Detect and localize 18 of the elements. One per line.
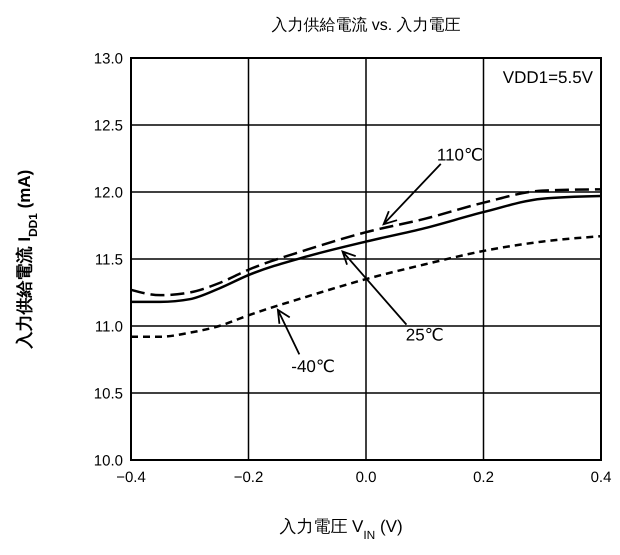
- y-tick-label: 12.5: [94, 117, 123, 134]
- y-tick-label: 11.0: [94, 318, 123, 336]
- y-tick-label: 12.0: [94, 184, 123, 202]
- x-tick-label: −0.2: [234, 469, 264, 486]
- text: 25℃: [406, 326, 444, 345]
- annotation: VDD1=5.5V: [502, 68, 594, 87]
- chart-title: 入力供給電流 vs. 入力電圧: [271, 16, 461, 34]
- x-tick-label: 0.2: [473, 469, 494, 486]
- x-tick-label: 0.0: [356, 469, 376, 486]
- y-tick-label: 11.5: [94, 251, 123, 268]
- y-tick-label: 10.5: [94, 385, 123, 402]
- text: -40℃: [291, 357, 335, 376]
- y-tick-label: 10.0: [94, 452, 123, 470]
- y-tick-label: 13.0: [94, 50, 123, 68]
- text: 110℃: [436, 145, 484, 164]
- x-tick-label: 0.4: [590, 469, 612, 486]
- x-axis-title: 入力電圧 V$_{IN}$ (V): [279, 517, 403, 542]
- x-tick-label: −0.4: [116, 469, 146, 486]
